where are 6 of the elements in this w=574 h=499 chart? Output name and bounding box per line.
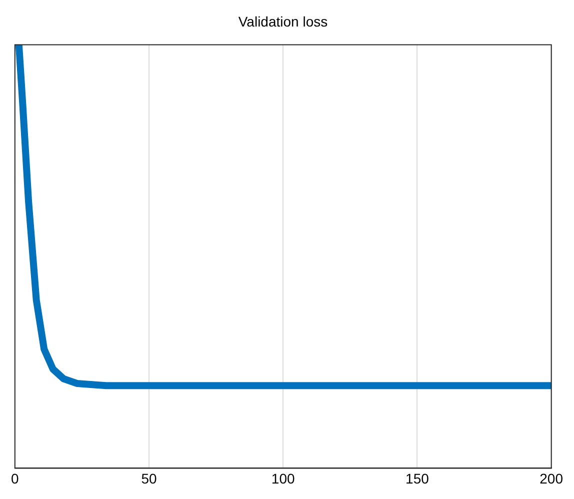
x-tick-label: 0: [10, 470, 19, 486]
x-tick-label: 200: [540, 470, 564, 486]
chart-title: Validation loss: [238, 13, 328, 30]
x-tick-label: 50: [141, 470, 157, 486]
x-tick-label: 100: [271, 470, 295, 486]
x-tick-label: 150: [406, 470, 430, 486]
